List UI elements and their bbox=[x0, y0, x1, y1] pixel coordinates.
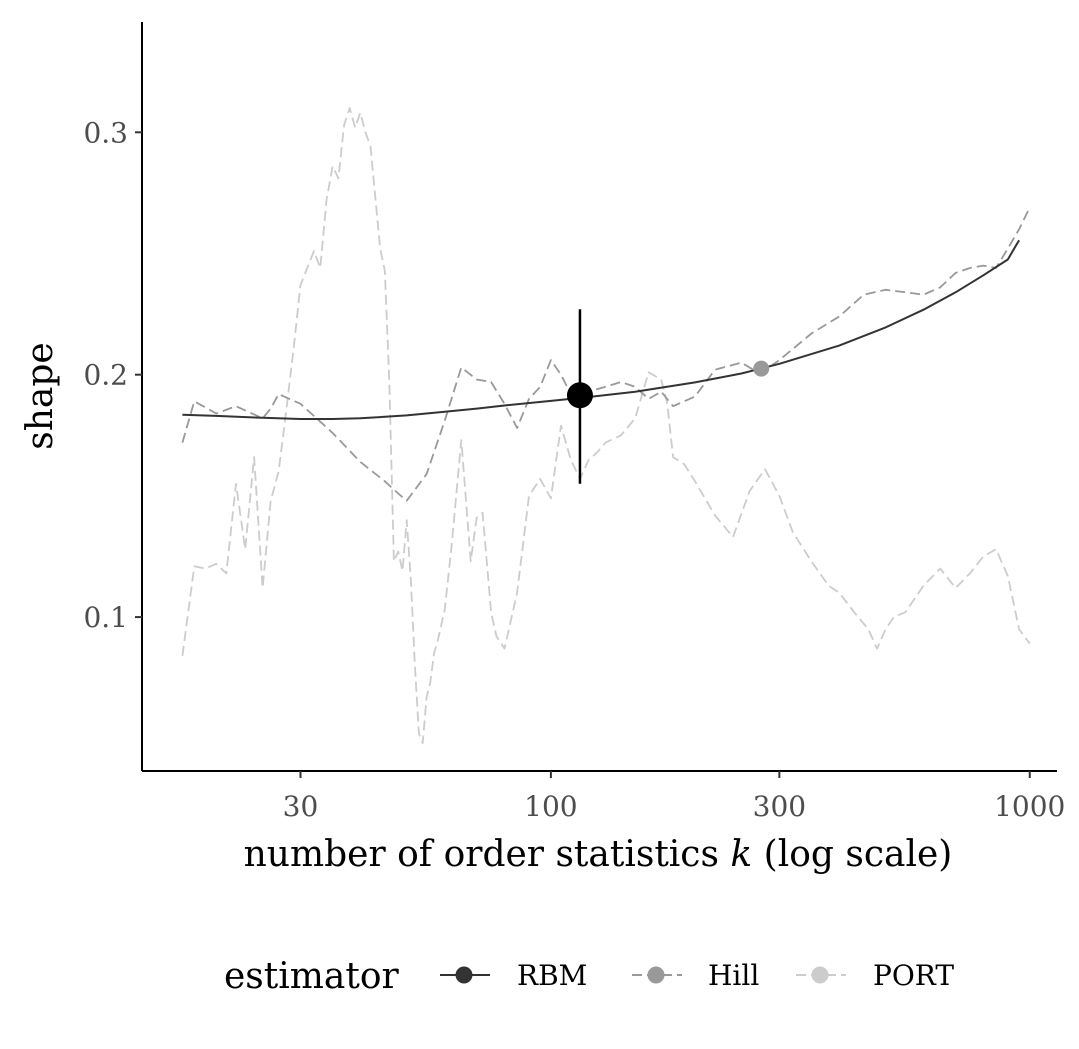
x-tick-label: 30 bbox=[283, 790, 319, 823]
legend-item-rbm: RBM bbox=[440, 959, 587, 992]
points-layer bbox=[566, 309, 770, 484]
x-axis-title-variable: k bbox=[730, 834, 752, 875]
series-line-port bbox=[181, 107, 1031, 744]
series-layer bbox=[181, 107, 1031, 744]
legend-item-hill: Hill bbox=[632, 959, 759, 992]
legend-key-dot bbox=[811, 966, 829, 984]
legend-label: PORT bbox=[873, 959, 954, 992]
x-axis-title-prefix: number of order statistics bbox=[244, 834, 719, 875]
legend-key-dot bbox=[647, 966, 665, 984]
x-tick-label: 100 bbox=[524, 790, 577, 823]
series-line-hill bbox=[181, 207, 1031, 502]
legend-label: Hill bbox=[708, 959, 759, 992]
x-tick-label: 1000 bbox=[994, 790, 1065, 823]
y-tick-label: 0.1 bbox=[83, 601, 128, 634]
y-tick-label: 0.2 bbox=[83, 359, 128, 392]
y-tick-label: 0.3 bbox=[83, 116, 128, 149]
x-axis-title: number of order statistics k (log scale) bbox=[244, 834, 953, 875]
legend-items: RBM Hill PORT bbox=[440, 959, 954, 992]
plot-panel: 30 100 300 1000 0.1 0.2 0.3 bbox=[83, 22, 1065, 823]
y-axis-title: shape bbox=[20, 342, 61, 449]
x-axis-title-suffix: (log scale) bbox=[764, 834, 953, 875]
legend-title: estimator bbox=[224, 956, 400, 997]
x-tick-label: 300 bbox=[753, 790, 806, 823]
point-hill bbox=[753, 360, 770, 377]
legend-label: RBM bbox=[517, 959, 587, 992]
point-rbm bbox=[566, 382, 593, 409]
legend: estimator RBM Hill PORT bbox=[224, 956, 954, 997]
legend-key-dot bbox=[455, 966, 473, 984]
legend-item-port: PORT bbox=[796, 959, 954, 992]
ticks-layer: 30 100 300 1000 0.1 0.2 0.3 bbox=[83, 116, 1065, 823]
